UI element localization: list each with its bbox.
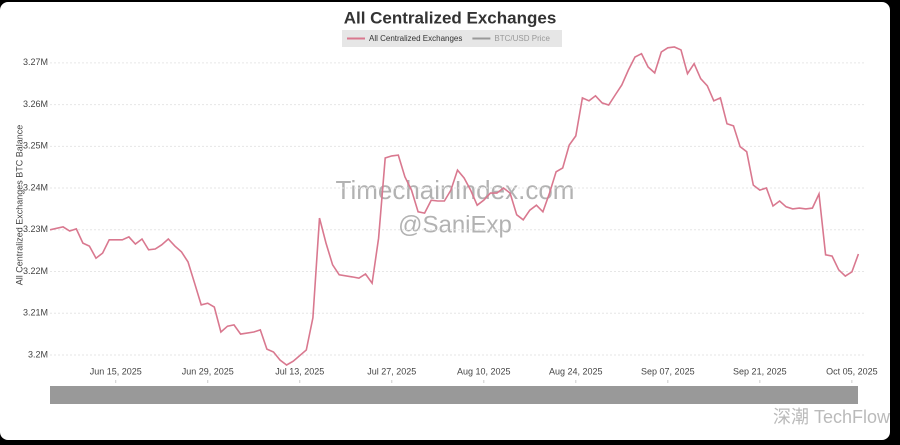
x-tick-label: Sep 07, 2025: [641, 366, 695, 376]
source-mark: 深潮 TechFlow: [773, 407, 891, 427]
x-tick-label: Aug 24, 2025: [549, 366, 603, 376]
legend-label: All Centralized Exchanges: [369, 34, 462, 43]
x-tick-label: Oct 05, 2025: [826, 366, 878, 376]
x-tick-label: Jul 27, 2025: [367, 366, 416, 376]
x-tick-label: Aug 10, 2025: [457, 366, 511, 376]
y-tick-label: 3.21M: [23, 308, 48, 318]
x-tick-label: Jun 15, 2025: [90, 366, 142, 376]
y-tick-label: 3.24M: [23, 182, 48, 192]
y-tick-label: 3.2M: [28, 349, 48, 359]
series-line: [49, 46, 860, 366]
y-tick-label: 3.25M: [23, 141, 48, 151]
y-axis-label: All Centralized Exchanges BTC Balance: [14, 125, 24, 286]
legend-box: [342, 30, 562, 47]
legend-label: BTC/USD Price: [494, 34, 550, 43]
navigator[interactable]: [50, 386, 858, 404]
x-tick-label: Sep 21, 2025: [733, 366, 787, 376]
chart-title: All Centralized Exchanges: [344, 8, 557, 27]
y-tick-label: 3.27M: [23, 57, 48, 67]
y-tick-label: 3.23M: [23, 224, 48, 234]
y-tick-label: 3.22M: [23, 266, 48, 276]
y-tick-label: 3.26M: [23, 99, 48, 109]
x-tick-label: Jul 13, 2025: [275, 366, 324, 376]
watermark: @SaniExp: [398, 211, 512, 238]
x-tick-label: Jun 29, 2025: [182, 366, 234, 376]
